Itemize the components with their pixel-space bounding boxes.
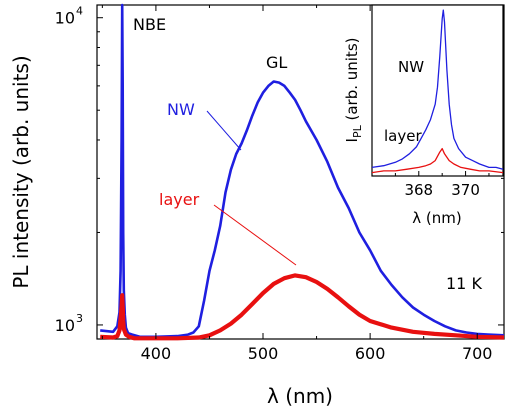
inset-y-axis-subscript: PL bbox=[351, 124, 364, 138]
inset-x-tick-label: 368 bbox=[404, 181, 433, 199]
inset-series-line-nw bbox=[371, 9, 504, 170]
inset-x-axis-title: λ (nm) bbox=[412, 209, 461, 227]
inset-y-axis-unit: (arb. units) bbox=[343, 38, 361, 126]
x-tick-label: 500 bbox=[248, 344, 279, 363]
y-tick-label: 10 bbox=[55, 9, 75, 28]
annotation-nw: NW bbox=[167, 100, 195, 119]
inset-x-ticks: 368 370 bbox=[394, 171, 490, 199]
annotation-temperature: 11 K bbox=[446, 274, 482, 293]
x-tick-label: 400 bbox=[141, 344, 172, 363]
inset-y-axis-title: IPL (arb. units) bbox=[343, 38, 364, 143]
inset-annotation-layer: layer bbox=[384, 127, 422, 145]
main-series-layer bbox=[100, 3, 505, 341]
x-tick-label: 700 bbox=[462, 344, 493, 363]
annotation-nbe: NBE bbox=[133, 15, 166, 34]
annotation-gl: GL bbox=[266, 53, 287, 72]
inset-plot: 368 370 λ (nm) IPL (arb. units) NW layer bbox=[343, 4, 504, 227]
y-tick-exponent: 3 bbox=[76, 312, 83, 325]
main-x-ticks: 400 500 600 700 bbox=[101, 5, 493, 363]
y-tick-label: 10 bbox=[55, 316, 75, 335]
x-tick-label: 600 bbox=[355, 344, 386, 363]
y-tick-exponent: 4 bbox=[76, 5, 83, 18]
x-axis-title: λ (nm) bbox=[267, 384, 333, 408]
series-line-layer bbox=[100, 273, 505, 341]
y-axis-title: PL intensity (arb. units) bbox=[9, 55, 33, 288]
main-plot-frame bbox=[96, 4, 505, 340]
annotation-nw-pointer bbox=[206, 110, 242, 151]
inset-x-tick-label: 370 bbox=[451, 181, 480, 199]
annotation-layer-pointer bbox=[213, 204, 297, 266]
inset-y-axis-symbol: I bbox=[343, 138, 361, 142]
annotation-layer: layer bbox=[159, 190, 200, 209]
inset-annotation-nw: NW bbox=[398, 58, 424, 76]
inset-series-line-layer bbox=[371, 147, 504, 174]
inset-series-layer bbox=[371, 9, 504, 174]
